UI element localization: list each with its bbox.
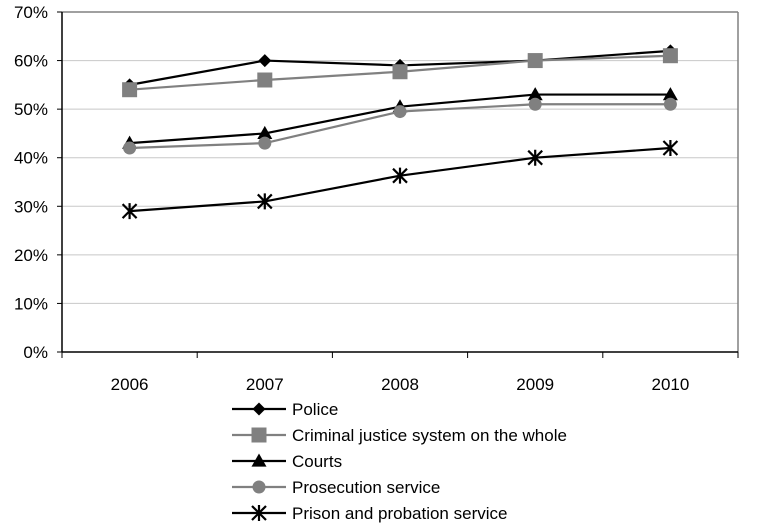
- legend-label: Prosecution service: [292, 478, 440, 497]
- data-point: [122, 82, 138, 98]
- data-point: [662, 87, 678, 101]
- legend-item: Courts: [232, 452, 342, 471]
- legend: Police Criminal justice system on the who…: [232, 400, 567, 523]
- legend-marker: [252, 402, 266, 416]
- x-tick-label: 2010: [651, 375, 689, 394]
- legend-label: Courts: [292, 452, 342, 471]
- data-point: [393, 105, 407, 119]
- series-square: [122, 48, 678, 98]
- legend-marker: [251, 427, 267, 443]
- legend-label: Prison and probation service: [292, 504, 507, 523]
- data-point: [527, 149, 543, 166]
- data-point: [258, 136, 272, 150]
- y-tick-label: 50%: [14, 100, 48, 119]
- legend-item: Prison and probation service: [232, 504, 507, 523]
- legend-label: Criminal justice system on the whole: [292, 426, 567, 445]
- y-tick-label: 10%: [14, 294, 48, 313]
- x-tick-label: 2008: [381, 375, 419, 394]
- data-point: [392, 167, 408, 184]
- axes: [57, 11, 739, 358]
- series-circle: [123, 97, 677, 155]
- data-point: [527, 87, 543, 101]
- data-point: [662, 48, 678, 64]
- gridlines: [62, 11, 738, 304]
- data-point: [123, 141, 137, 155]
- data-point: [121, 203, 138, 220]
- legend-item: Criminal justice system on the whole: [232, 426, 567, 445]
- y-tick-label: 20%: [14, 246, 48, 265]
- x-tick-label: 2006: [111, 375, 149, 394]
- x-tick-label: 2007: [246, 375, 284, 394]
- y-tick-label: 70%: [14, 3, 48, 22]
- data-point: [662, 140, 679, 156]
- data-point: [258, 54, 272, 68]
- data-point: [257, 193, 273, 210]
- legend-marker: [251, 453, 267, 467]
- x-tick-label: 2009: [516, 375, 554, 394]
- legend-item: Prosecution service: [232, 478, 440, 497]
- y-tick-label: 0%: [23, 343, 48, 362]
- y-tick-label: 60%: [14, 52, 48, 71]
- series-star: [121, 140, 679, 220]
- y-tick-label: 30%: [14, 197, 48, 216]
- y-axis-ticks: 0% 10% 20% 30% 40% 50% 60% 70%: [14, 3, 48, 362]
- data-point: [257, 125, 273, 140]
- x-axis-ticks: 2006 2007 2008 2009 2010: [111, 375, 690, 394]
- data-point: [392, 64, 408, 80]
- data-series: [121, 44, 679, 220]
- legend-marker: [252, 480, 266, 494]
- legend-marker: [251, 505, 267, 521]
- y-tick-label: 40%: [14, 149, 48, 168]
- data-point: [528, 97, 542, 111]
- data-point: [257, 72, 273, 88]
- data-point: [527, 53, 543, 69]
- legend-label: Police: [292, 400, 338, 419]
- legend-item: Police: [232, 400, 338, 419]
- data-point: [663, 97, 677, 111]
